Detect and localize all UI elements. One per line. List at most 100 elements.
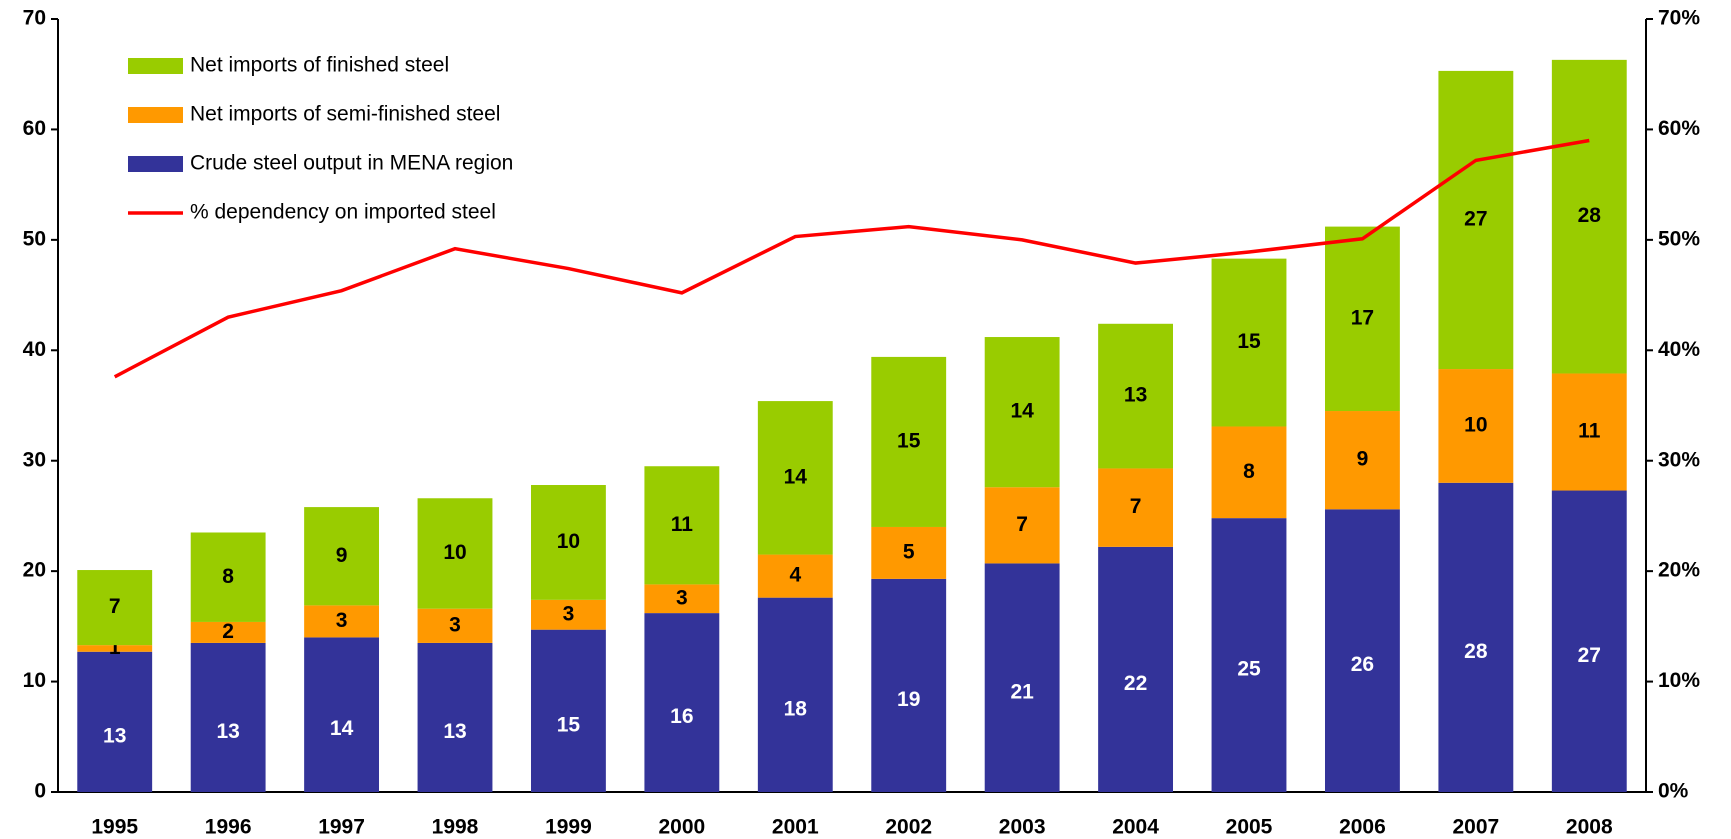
y-tick-label: 20 [23, 559, 46, 582]
y2-tick-label: 20% [1658, 559, 1700, 582]
bar-segment [304, 637, 380, 792]
bar-segment [190, 532, 266, 622]
bar-segment [190, 642, 266, 792]
legend-label: % dependency on imported steel [190, 201, 496, 224]
x-tick-label: 2007 [1452, 816, 1499, 839]
legend-swatch [128, 156, 183, 172]
data-label: 28 [1464, 640, 1488, 663]
x-tick-label: 2008 [1566, 816, 1613, 839]
data-label: 7 [1130, 495, 1142, 518]
bar-segment [1438, 482, 1514, 792]
bar-segment [1438, 70, 1514, 370]
y2-tick-label: 70% [1658, 7, 1700, 30]
data-label: 15 [1237, 330, 1261, 353]
x-tick-label: 2006 [1339, 816, 1386, 839]
data-label: 3 [449, 613, 461, 636]
y-tick-label: 10 [23, 669, 46, 692]
data-label: 10 [443, 541, 466, 564]
data-label: 11 [671, 513, 694, 536]
x-tick-label: 1998 [432, 816, 479, 839]
data-label: 10 [557, 530, 580, 553]
line-series [113, 138, 1590, 379]
data-label: 4 [789, 564, 801, 587]
data-label: 3 [336, 609, 348, 632]
x-tick-label: 1999 [545, 816, 592, 839]
data-label: 3 [676, 586, 688, 609]
y2-tick-label: 0% [1658, 780, 1689, 803]
data-label: 15 [897, 429, 921, 452]
data-label: 18 [784, 697, 808, 720]
bar-segment [1551, 490, 1627, 792]
bar-segment [1438, 369, 1514, 483]
bar-segment [1211, 426, 1287, 519]
bar-segment [984, 337, 1060, 488]
bar-segment [644, 613, 720, 792]
x-tick-label: 2003 [999, 816, 1046, 839]
y2-tick-label: 50% [1658, 227, 1700, 250]
legend-label: Net imports of finished steel [190, 54, 449, 77]
bar-segment [1324, 411, 1400, 510]
legend-label: Crude steel output in MENA region [190, 152, 513, 175]
data-label: 13 [443, 720, 466, 743]
data-label: 7 [1016, 513, 1028, 536]
y2-tick-label: 40% [1658, 338, 1700, 361]
x-tick-label: 2004 [1112, 816, 1159, 839]
data-label: 27 [1464, 208, 1487, 231]
bar-segment [871, 578, 947, 792]
legend-swatch [128, 58, 183, 74]
data-label: 13 [103, 724, 126, 747]
y2-tick-label: 60% [1658, 117, 1700, 140]
data-label: 3 [563, 602, 575, 625]
data-label: 28 [1578, 204, 1602, 227]
data-label: 2 [222, 620, 234, 643]
data-label: 13 [216, 720, 239, 743]
bar-segment [757, 554, 833, 598]
data-label: 7 [109, 595, 121, 618]
bar-segment [1551, 59, 1627, 374]
y-tick-label: 30 [23, 448, 46, 471]
bar-segment [757, 401, 833, 555]
data-label: 8 [222, 565, 234, 588]
bar-segment [417, 642, 493, 792]
bar-segment [304, 605, 380, 638]
bar-segment [304, 507, 380, 606]
bar-segment [417, 498, 493, 609]
x-tick-label: 2001 [772, 816, 819, 839]
bar-segment [530, 485, 606, 600]
bar-segment [77, 570, 153, 646]
y2-tick-label: 30% [1658, 448, 1700, 471]
data-label: 9 [1357, 448, 1369, 471]
bar-segment [871, 356, 947, 527]
y-tick-label: 70 [23, 7, 46, 30]
x-tick-label: 1995 [91, 816, 138, 839]
x-tick-label: 2002 [885, 816, 932, 839]
y-tick-label: 0 [34, 780, 46, 803]
data-label: 22 [1124, 672, 1147, 695]
data-label: 25 [1237, 658, 1261, 681]
data-label: 14 [330, 717, 354, 740]
data-label: 14 [784, 465, 808, 488]
legend-swatch [128, 107, 183, 123]
data-label: 8 [1243, 460, 1255, 483]
bar-segment [77, 651, 153, 792]
bar-segment [1098, 323, 1174, 469]
data-label: 16 [670, 705, 693, 728]
data-label: 27 [1578, 644, 1601, 667]
x-tick-label: 2005 [1226, 816, 1273, 839]
data-label: 21 [1010, 680, 1034, 703]
bar-segment [190, 621, 266, 643]
bar-segment [644, 584, 720, 614]
y2-tick-label: 10% [1658, 669, 1700, 692]
bar-segment [644, 466, 720, 585]
bar-segment [1211, 258, 1287, 427]
bar-segment [1098, 546, 1174, 792]
bar-segment [984, 563, 1060, 792]
x-tick-label: 1997 [318, 816, 365, 839]
data-label: 17 [1351, 306, 1374, 329]
x-tick-label: 2000 [658, 816, 705, 839]
bar-segment [77, 645, 153, 652]
data-label: 14 [1010, 400, 1034, 423]
data-label: 5 [903, 540, 915, 563]
bar-segment [1324, 509, 1400, 792]
